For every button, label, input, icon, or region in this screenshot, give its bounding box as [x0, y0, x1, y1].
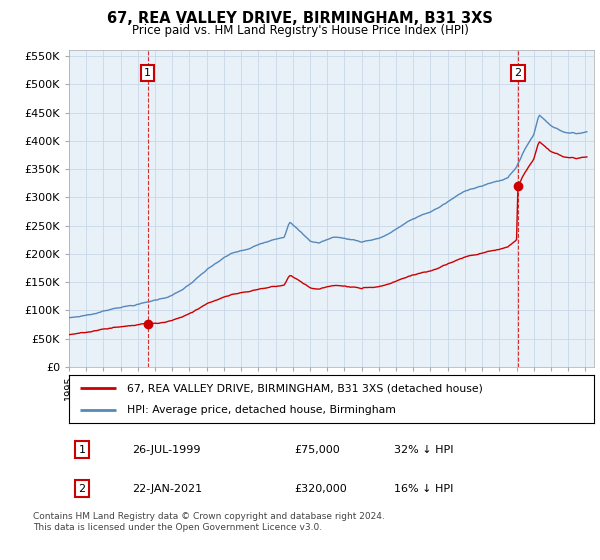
Text: £320,000: £320,000 — [295, 484, 347, 494]
Text: 2: 2 — [514, 68, 521, 78]
Text: 32% ↓ HPI: 32% ↓ HPI — [395, 445, 454, 455]
Text: 1: 1 — [79, 445, 86, 455]
Text: 2: 2 — [79, 484, 86, 494]
Text: HPI: Average price, detached house, Birmingham: HPI: Average price, detached house, Birm… — [127, 405, 395, 415]
Text: 67, REA VALLEY DRIVE, BIRMINGHAM, B31 3XS (detached house): 67, REA VALLEY DRIVE, BIRMINGHAM, B31 3X… — [127, 383, 482, 393]
Text: 1: 1 — [144, 68, 151, 78]
Text: 22-JAN-2021: 22-JAN-2021 — [132, 484, 202, 494]
Text: £75,000: £75,000 — [295, 445, 341, 455]
Text: Contains HM Land Registry data © Crown copyright and database right 2024.
This d: Contains HM Land Registry data © Crown c… — [33, 512, 385, 532]
Text: Price paid vs. HM Land Registry's House Price Index (HPI): Price paid vs. HM Land Registry's House … — [131, 24, 469, 36]
Text: 16% ↓ HPI: 16% ↓ HPI — [395, 484, 454, 494]
Text: 67, REA VALLEY DRIVE, BIRMINGHAM, B31 3XS: 67, REA VALLEY DRIVE, BIRMINGHAM, B31 3X… — [107, 11, 493, 26]
Text: 26-JUL-1999: 26-JUL-1999 — [132, 445, 200, 455]
